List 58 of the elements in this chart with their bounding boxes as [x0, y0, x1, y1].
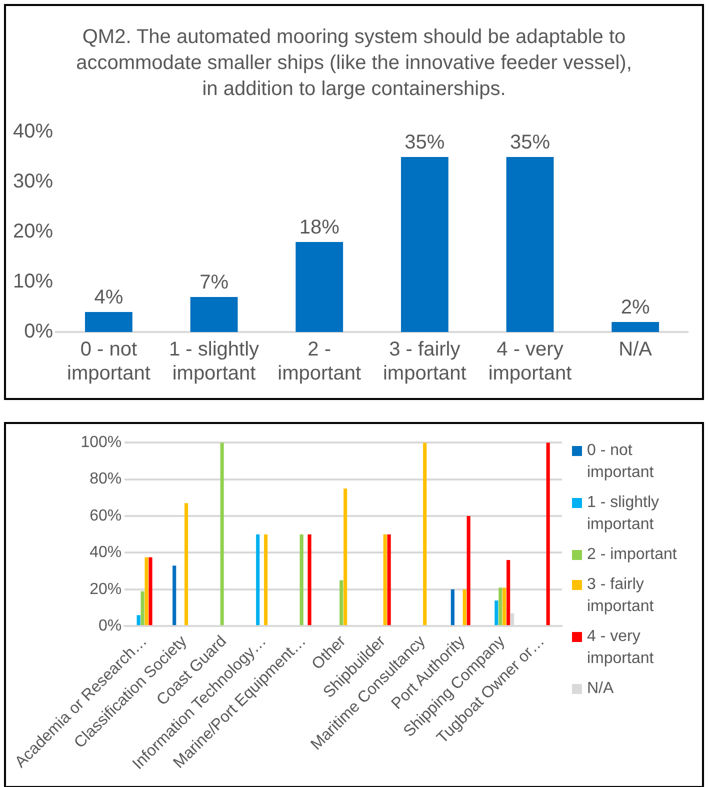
x-tick-label: 3 - fairly important: [382, 338, 467, 385]
bar: [506, 157, 554, 332]
bar: [344, 488, 348, 626]
bar: [340, 580, 344, 626]
bar: [400, 157, 448, 332]
bar: [300, 534, 304, 626]
y-tick-label: 20%: [13, 220, 54, 243]
y-tick-label: 40%: [13, 120, 54, 143]
data-label: 18%: [299, 216, 340, 239]
data-label: 35%: [404, 132, 445, 154]
bar: [506, 560, 510, 626]
bar: [423, 442, 427, 626]
bar: [498, 588, 502, 626]
x-tick-label: 2 - important: [278, 338, 362, 385]
chart-title: QM2. The automated mooring system should be adaptable to accommodate smaller ships (like the innovative feeder vessel), in addition to large containerships.: [75, 25, 633, 102]
bar: [256, 534, 260, 626]
bar: [546, 442, 550, 626]
x-tick-label: N/A: [618, 338, 653, 361]
bar: [264, 534, 268, 626]
legend-label: 1 - slightly important: [587, 493, 660, 535]
y-tick-label: 10%: [13, 270, 54, 293]
bar: [184, 503, 188, 626]
bar: [190, 297, 238, 332]
bar: [462, 589, 466, 626]
bar: [220, 442, 224, 626]
legend-label: 3 - fairly important: [587, 575, 655, 617]
x-tick-label: 0 - not important: [67, 338, 151, 385]
bar: [140, 591, 144, 626]
y-tick-label: 80%: [90, 470, 122, 488]
x-tick-label: 4 - very important: [488, 338, 572, 385]
bar: [502, 588, 506, 626]
bar: [172, 566, 176, 626]
y-tick-label: 0%: [24, 320, 54, 343]
bar: [296, 242, 344, 332]
bar: [450, 589, 454, 626]
data-label: 2%: [620, 296, 650, 319]
bar: [387, 534, 391, 626]
legend-label: 0 - not important: [587, 441, 655, 483]
y-tick-label: 30%: [13, 170, 54, 193]
bar: [84, 312, 132, 332]
bar: [612, 322, 660, 332]
y-tick-label: 100%: [80, 434, 122, 452]
data-label: 7%: [200, 272, 229, 294]
bar: [383, 534, 387, 626]
y-tick-label: 40%: [90, 544, 122, 562]
bar: [148, 557, 152, 626]
y-tick-label: 0%: [98, 618, 122, 635]
bar: [144, 557, 148, 626]
bar: [308, 534, 312, 626]
data-label: 4%: [94, 286, 124, 309]
y-tick-label: 60%: [90, 507, 122, 524]
x-tick-label: 1 - slightly important: [169, 338, 260, 385]
bar: [494, 600, 498, 626]
data-label: 35%: [510, 132, 550, 154]
bar: [136, 615, 140, 626]
y-tick-label: 20%: [90, 580, 122, 598]
legend-label: 2 - important: [587, 545, 677, 565]
bar: [466, 516, 470, 626]
